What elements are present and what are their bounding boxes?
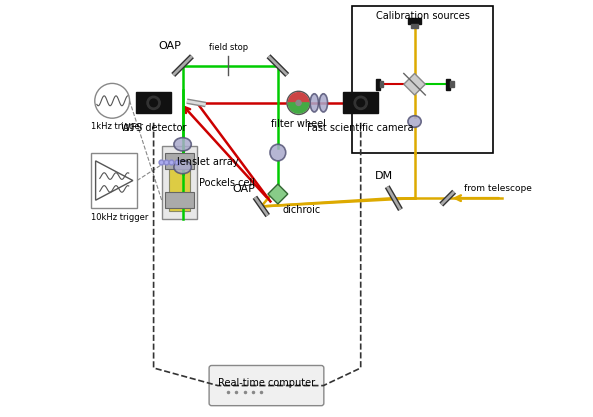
- Text: lenslet array: lenslet array: [177, 157, 239, 167]
- Bar: [376, 79, 380, 90]
- Bar: [165, 192, 194, 208]
- Circle shape: [147, 96, 160, 110]
- Bar: [162, 146, 197, 219]
- Text: dichroic: dichroic: [283, 205, 321, 215]
- Text: DM: DM: [374, 171, 393, 181]
- Text: 1kHz trigger: 1kHz trigger: [91, 122, 144, 131]
- Bar: [91, 153, 137, 208]
- Circle shape: [357, 99, 365, 107]
- Circle shape: [354, 96, 367, 110]
- FancyBboxPatch shape: [209, 365, 324, 406]
- Text: field stop: field stop: [209, 43, 248, 53]
- Text: Calibration sources: Calibration sources: [376, 10, 470, 20]
- Bar: [343, 93, 378, 113]
- Bar: [170, 155, 190, 211]
- Wedge shape: [288, 103, 309, 113]
- Bar: [446, 79, 450, 90]
- Bar: [411, 24, 419, 28]
- Bar: [136, 93, 171, 113]
- Ellipse shape: [408, 116, 421, 127]
- Bar: [450, 81, 454, 88]
- Text: WFS detector: WFS detector: [121, 123, 186, 133]
- Ellipse shape: [270, 144, 286, 161]
- Text: Real-time computer: Real-time computer: [218, 378, 315, 388]
- Wedge shape: [288, 93, 309, 103]
- Ellipse shape: [174, 161, 192, 174]
- Text: filter wheel: filter wheel: [271, 118, 326, 128]
- Ellipse shape: [319, 94, 327, 112]
- Text: Pockels cell: Pockels cell: [199, 178, 255, 188]
- Text: from telescope: from telescope: [464, 184, 532, 193]
- Circle shape: [95, 83, 129, 118]
- Ellipse shape: [310, 94, 318, 112]
- Polygon shape: [404, 73, 425, 95]
- Text: Fast scientific camera: Fast scientific camera: [307, 123, 414, 133]
- Circle shape: [150, 99, 157, 107]
- Ellipse shape: [174, 138, 192, 151]
- Bar: [408, 18, 421, 24]
- Circle shape: [296, 100, 301, 106]
- Text: OAP: OAP: [232, 184, 255, 194]
- Bar: [165, 153, 194, 169]
- Polygon shape: [268, 184, 288, 204]
- Text: OAP: OAP: [159, 41, 181, 51]
- Bar: [380, 81, 383, 88]
- Circle shape: [287, 91, 310, 115]
- Text: 10kHz trigger: 10kHz trigger: [91, 213, 149, 222]
- Bar: [352, 5, 493, 153]
